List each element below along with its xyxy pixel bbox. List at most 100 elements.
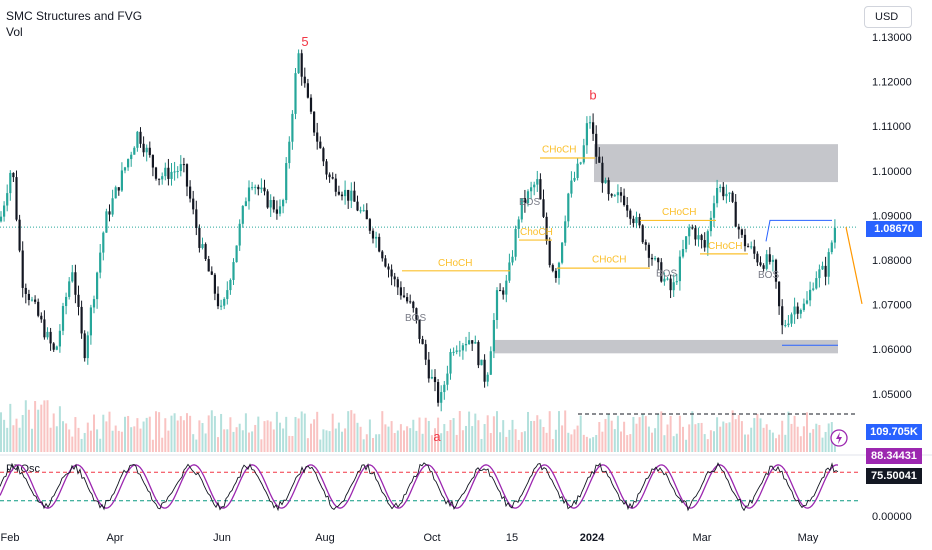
- volume-bar: [6, 427, 9, 452]
- candle-body: [793, 306, 796, 315]
- volume-bar: [328, 431, 331, 452]
- candle-body: [722, 186, 725, 197]
- candle-body: [170, 171, 173, 179]
- currency-button[interactable]: USD: [864, 6, 912, 28]
- candle-body: [424, 344, 427, 360]
- volume-bar: [669, 415, 672, 452]
- volume-bar: [598, 422, 601, 452]
- wave-label-b: b: [589, 88, 596, 103]
- candle-body: [443, 384, 446, 393]
- price-tick-label: 1.05000: [872, 389, 912, 401]
- volume-bar: [672, 436, 675, 452]
- volume-bar: [728, 422, 731, 452]
- volume-bar: [489, 433, 492, 452]
- candle-body: [499, 290, 502, 292]
- volume-bar: [263, 421, 266, 452]
- volume-bar: [610, 420, 613, 452]
- volume-bar: [359, 426, 362, 452]
- volume-bar: [74, 417, 77, 452]
- volume-bar: [703, 434, 706, 452]
- volume-bar: [542, 426, 545, 452]
- candle-body: [195, 209, 198, 228]
- volume-bar: [731, 410, 734, 452]
- candle-body: [77, 294, 80, 307]
- candle-body: [579, 162, 582, 164]
- candle-body: [347, 189, 350, 201]
- volume-bar: [71, 436, 74, 452]
- volume-bar: [353, 413, 356, 452]
- volume-bar: [713, 431, 715, 452]
- candle-body: [607, 180, 610, 195]
- structure-label: BOS: [519, 197, 540, 208]
- wave-label-5: 5: [301, 34, 308, 49]
- volume-bar: [93, 414, 95, 452]
- candle-body: [350, 190, 353, 201]
- volume-bar: [685, 439, 688, 452]
- candle-body: [86, 335, 89, 359]
- price-tick-label: 1.12000: [872, 77, 912, 89]
- candle-body: [179, 164, 182, 172]
- candle-body: [762, 265, 765, 269]
- volume-bar: [399, 424, 402, 452]
- volume-bar: [430, 435, 433, 452]
- volume-bar: [226, 429, 229, 452]
- candle-body: [260, 187, 263, 190]
- volume-bar: [176, 420, 179, 452]
- volume-bar: [368, 419, 371, 452]
- volume-bar: [421, 433, 424, 452]
- volume-bar: [520, 432, 523, 452]
- volume-bar: [409, 428, 412, 452]
- candle-body: [433, 376, 437, 383]
- volume-bar: [300, 411, 303, 452]
- volume-bar: [793, 415, 796, 452]
- candle-body: [300, 53, 303, 77]
- volume-bar: [486, 415, 489, 452]
- volume-bar: [461, 430, 464, 452]
- volume-bar: [96, 429, 99, 452]
- candle-body: [89, 307, 92, 336]
- volume-bar: [502, 420, 505, 452]
- candle-body: [384, 258, 387, 267]
- projection-line: [845, 226, 863, 304]
- legend-volume: Vol: [6, 25, 23, 39]
- candle-body: [244, 201, 247, 207]
- candle-body: [421, 339, 424, 345]
- volume-bar: [220, 413, 223, 452]
- volume-bar: [83, 432, 86, 452]
- candle-body: [430, 376, 433, 379]
- candle-body: [331, 177, 334, 179]
- structure-label: BOS: [758, 270, 779, 281]
- volume-bar: [3, 419, 6, 452]
- candle-body: [588, 122, 592, 124]
- candle-body: [458, 350, 461, 352]
- volume-bar: [821, 437, 824, 452]
- volume-bar: [322, 429, 325, 452]
- volume-bar: [778, 434, 781, 452]
- candle-body: [650, 257, 654, 260]
- volume-bar: [523, 431, 526, 452]
- volume-bar: [319, 439, 322, 452]
- candle-body: [235, 245, 238, 263]
- volume-bar: [629, 434, 632, 452]
- candle-body: [99, 252, 102, 273]
- candle-body: [257, 186, 260, 190]
- structure-label: ChoCH: [520, 227, 553, 238]
- candle-body: [322, 148, 325, 162]
- candle-body: [139, 131, 142, 144]
- candle-body: [127, 159, 130, 168]
- volume-bar: [254, 424, 257, 452]
- candle-body: [92, 299, 96, 308]
- volume-bar: [768, 429, 771, 452]
- volume-bar: [158, 412, 161, 452]
- candle-body: [117, 187, 120, 191]
- volume-bar: [393, 432, 396, 452]
- candle-body: [474, 342, 477, 344]
- candle-body: [201, 244, 204, 248]
- volume-bar: [734, 419, 737, 452]
- time-tick-label: Feb: [1, 532, 20, 544]
- volume-bar: [505, 436, 508, 452]
- volume-bar: [477, 420, 480, 452]
- volume-bar: [427, 420, 430, 452]
- candle-body: [387, 266, 390, 270]
